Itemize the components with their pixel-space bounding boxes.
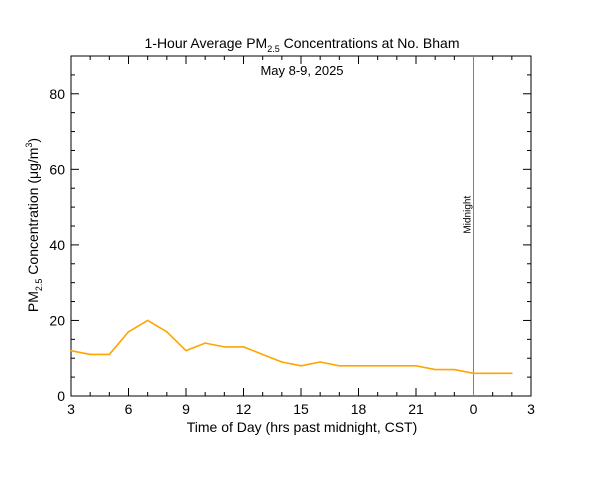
y-tick-label: 40: [49, 237, 65, 253]
data-point: [511, 372, 513, 375]
title-subscript: 2.5: [267, 44, 280, 54]
data-point: [491, 372, 494, 375]
data-point: [281, 361, 283, 363]
data-point: [396, 364, 398, 367]
data-point: [223, 346, 226, 348]
data-point: [453, 368, 456, 371]
x-tick-label: 0: [470, 401, 478, 417]
ylabel-subscript: 2.5: [34, 279, 44, 292]
data-point: [127, 330, 130, 333]
data-point: [204, 342, 206, 344]
data-point: [261, 353, 264, 356]
x-tick-label: 21: [408, 401, 424, 417]
data-point: [166, 330, 168, 333]
data-point: [242, 346, 245, 348]
data-point: [472, 372, 475, 375]
data-point: [415, 364, 417, 367]
data-point: [434, 368, 436, 371]
x-tick-label: 12: [236, 401, 252, 417]
x-tick-label: 15: [293, 401, 309, 417]
y-tick-label: 20: [49, 312, 65, 328]
x-tick-label: 3: [527, 401, 535, 417]
midnight-label: Midnight: [463, 196, 474, 234]
data-point: [146, 319, 149, 322]
x-tick-label: 6: [125, 401, 133, 417]
y-tick-label: 0: [57, 388, 65, 404]
y-tick-label: 60: [49, 161, 65, 177]
y-axis-label: PM2.5 Concentration (μg/m3): [24, 138, 44, 312]
series-line: [70, 319, 512, 375]
ylabel-mu: μ: [25, 171, 41, 179]
chart-subtitle: May 8-9, 2025: [260, 63, 343, 78]
x-tick-label: 18: [351, 401, 367, 417]
data-point: [185, 349, 187, 352]
ylabel-prefix: PM: [25, 291, 41, 312]
ylabel-suffix: ): [25, 138, 41, 143]
data-point: [70, 349, 72, 352]
x-tick-label: 3: [67, 401, 75, 417]
x-axis-label: Time of Day (hrs past midnight, CST): [187, 419, 418, 435]
ylabel-unit: g/m: [25, 148, 41, 171]
data-point: [376, 364, 379, 367]
data-point: [319, 361, 321, 363]
data-point: [108, 353, 111, 356]
data-point: [357, 364, 360, 367]
data-point: [300, 364, 302, 367]
title-prefix: 1-Hour Average PM: [145, 35, 268, 51]
chart-title: 1-Hour Average PM2.5 Concentrations at N…: [145, 35, 460, 54]
data-point: [338, 364, 341, 367]
chart-title-group: 1-Hour Average PM2.5 Concentrations at N…: [145, 35, 460, 78]
ylabel-middle: Concentration (: [25, 179, 41, 279]
data-point: [89, 353, 91, 356]
y-tick-label: 80: [49, 86, 65, 102]
x-tick-label: 9: [182, 401, 190, 417]
ylabel-superscript: 3: [24, 143, 34, 148]
title-suffix: Concentrations at No. Bham: [280, 35, 460, 51]
